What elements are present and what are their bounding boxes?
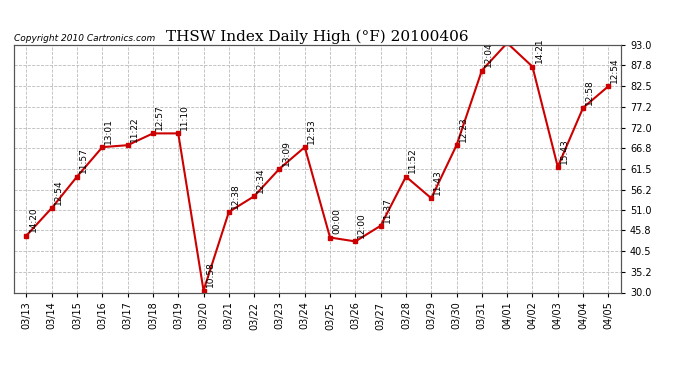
Text: 12:57: 12:57 xyxy=(155,105,164,130)
Text: 14:20: 14:20 xyxy=(28,207,37,232)
Text: 12:53: 12:53 xyxy=(307,118,316,144)
Text: 13:03: 13:03 xyxy=(0,374,1,375)
Text: 12:58: 12:58 xyxy=(585,79,594,105)
Text: 11:22: 11:22 xyxy=(130,116,139,142)
Text: 00:00: 00:00 xyxy=(332,209,341,234)
Text: 12:23: 12:23 xyxy=(459,116,468,142)
Text: 15:43: 15:43 xyxy=(560,138,569,164)
Text: 13:09: 13:09 xyxy=(282,140,290,166)
Text: 10:58: 10:58 xyxy=(206,261,215,287)
Text: 11:43: 11:43 xyxy=(433,170,442,195)
Text: 12:00: 12:00 xyxy=(357,213,366,238)
Title: THSW Index Daily High (°F) 20100406: THSW Index Daily High (°F) 20100406 xyxy=(166,30,469,44)
Text: 11:37: 11:37 xyxy=(383,197,392,223)
Text: 12:38: 12:38 xyxy=(231,183,240,209)
Text: 12:54: 12:54 xyxy=(611,57,620,83)
Text: 11:52: 11:52 xyxy=(408,148,417,174)
Text: 11:10: 11:10 xyxy=(180,104,189,130)
Text: 12:54: 12:54 xyxy=(54,179,63,205)
Text: Copyright 2010 Cartronics.com: Copyright 2010 Cartronics.com xyxy=(14,33,155,42)
Text: 12:04: 12:04 xyxy=(484,42,493,68)
Text: 13:01: 13:01 xyxy=(104,118,113,144)
Text: 12:34: 12:34 xyxy=(256,168,265,193)
Text: 14:21: 14:21 xyxy=(535,38,544,63)
Text: 11:57: 11:57 xyxy=(79,148,88,174)
